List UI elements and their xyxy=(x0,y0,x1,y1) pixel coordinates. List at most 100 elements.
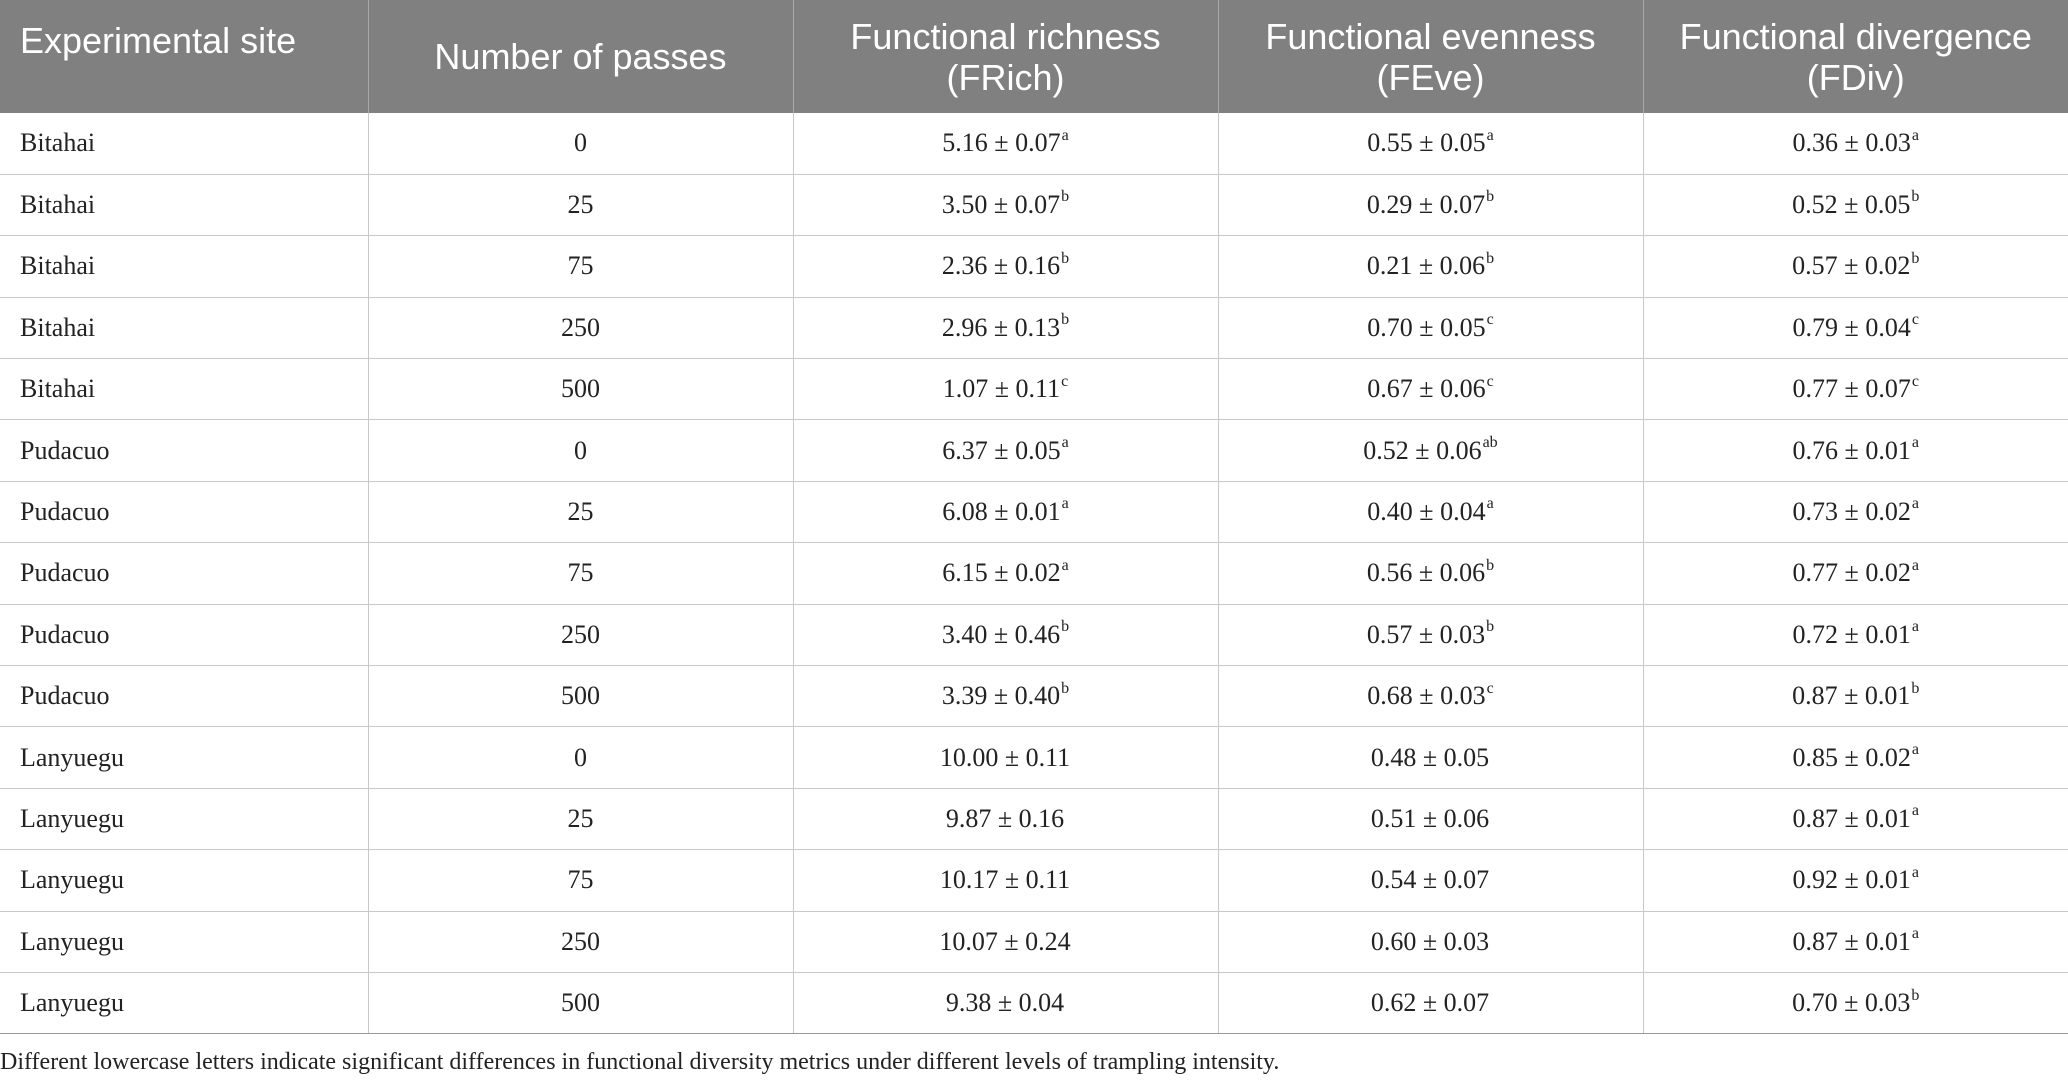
header-row: Experimental site Number of passes Funct… xyxy=(0,0,2068,113)
cell-fdiv: 0.36 ± 0.03a xyxy=(1642,113,2068,175)
significance-letter: a xyxy=(1911,863,1919,881)
cell-frich-value: 3.40 ± 0.46 xyxy=(941,619,1061,649)
cell-frich-value: 5.16 ± 0.07 xyxy=(942,128,1061,158)
cell-frich-value: 9.87 ± 0.16 xyxy=(945,803,1065,833)
cell-feve: 0.62 ± 0.07 xyxy=(1217,972,1643,1035)
header-label: Experimental site xyxy=(20,20,297,61)
cell-frich: 3.39 ± 0.40b xyxy=(792,665,1218,728)
cell-feve-value: 0.54 ± 0.07 xyxy=(1370,865,1490,895)
cell-site-value: Pudacuo xyxy=(20,558,110,588)
cell-site-value: Pudacuo xyxy=(20,681,110,711)
cell-fdiv-value: 0.79 ± 0.04 xyxy=(1792,312,1911,342)
cell-site: Lanyuegu xyxy=(0,911,368,973)
cell-site: Bitahai xyxy=(0,358,368,421)
cell-site-value: Lanyuegu xyxy=(20,988,124,1018)
cell-site: Pudacuo xyxy=(0,542,368,605)
cell-frich: 10.07 ± 0.24 xyxy=(792,911,1218,973)
significance-letter: a xyxy=(1486,495,1494,513)
table-row: Bitahai 0 5.16 ± 0.07a 0.55 ± 0.05a 0.36 ± 0… xyxy=(0,113,2068,175)
table-row: Lanyuegu 75 10.17 ± 0.11 0.54 ± 0.07 0.92 ± … xyxy=(0,849,2068,912)
cell-passes: 0 xyxy=(367,419,793,482)
cell-site: Lanyuegu xyxy=(0,788,368,851)
significance-letter: a xyxy=(1911,433,1919,451)
cell-site: Lanyuegu xyxy=(0,849,368,912)
significance-letter: b xyxy=(1061,311,1070,329)
cell-passes: 75 xyxy=(367,849,793,912)
table-row: Pudacuo 75 6.15 ± 0.02a 0.56 ± 0.06b 0.77 ± … xyxy=(0,542,2068,605)
cell-feve: 0.70 ± 0.05c xyxy=(1217,297,1643,360)
cell-frich: 3.50 ± 0.07b xyxy=(792,174,1218,237)
cell-passes-value: 0 xyxy=(574,128,587,158)
table-header: Experimental site Number of passes Funct… xyxy=(0,0,2068,113)
cell-fdiv: 0.57 ± 0.02b xyxy=(1642,235,2068,298)
table-row: Lanyuegu 250 10.07 ± 0.24 0.60 ± 0.03 0.87 ±… xyxy=(0,911,2068,973)
cell-site-value: Lanyuegu xyxy=(20,803,124,833)
cell-passes-value: 500 xyxy=(561,681,600,711)
cell-fdiv-value: 0.76 ± 0.01 xyxy=(1792,435,1911,465)
table-row: Lanyuegu 0 10.00 ± 0.11 0.48 ± 0.05 0.85 ± 0… xyxy=(0,726,2068,789)
cell-site: Pudacuo xyxy=(0,419,368,482)
cell-site-value: Pudacuo xyxy=(20,435,110,465)
cell-feve: 0.56 ± 0.06b xyxy=(1217,542,1643,605)
cell-fdiv-value: 0.87 ± 0.01 xyxy=(1792,926,1911,956)
cell-site: Bitahai xyxy=(0,297,368,360)
cell-feve-value: 0.51 ± 0.06 xyxy=(1370,803,1490,833)
significance-letter: b xyxy=(1911,986,1920,1004)
cell-fdiv-value: 0.57 ± 0.02 xyxy=(1792,251,1911,281)
cell-site-value: Bitahai xyxy=(20,312,96,342)
cell-passes-value: 250 xyxy=(561,926,600,956)
table-row: Bitahai 75 2.36 ± 0.16b 0.21 ± 0.06b 0.57 ± … xyxy=(0,235,2068,298)
cell-site: Bitahai xyxy=(0,113,368,175)
significance-letter: a xyxy=(1911,925,1919,943)
header-abbrev: (FEve) xyxy=(1376,56,1485,98)
cell-feve: 0.54 ± 0.07 xyxy=(1217,849,1643,912)
table-row: Bitahai 250 2.96 ± 0.13b 0.70 ± 0.05c 0.79 ±… xyxy=(0,297,2068,360)
cell-site-value: Bitahai xyxy=(20,190,96,220)
cell-passes: 500 xyxy=(367,665,793,728)
cell-frich-value: 9.38 ± 0.04 xyxy=(945,988,1065,1018)
table-row: Pudacuo 25 6.08 ± 0.01a 0.40 ± 0.04a 0.73 ± … xyxy=(0,481,2068,544)
cell-frich: 3.40 ± 0.46b xyxy=(792,604,1218,667)
significance-letter: b xyxy=(1911,188,1920,206)
cell-passes: 75 xyxy=(367,542,793,605)
cell-fdiv: 0.70 ± 0.03b xyxy=(1642,972,2068,1035)
cell-passes: 0 xyxy=(367,726,793,789)
cell-fdiv-value: 0.87 ± 0.01 xyxy=(1792,681,1911,711)
cell-frich: 6.08 ± 0.01a xyxy=(792,481,1218,544)
cell-passes: 250 xyxy=(367,297,793,360)
cell-fdiv-value: 0.92 ± 0.01 xyxy=(1792,865,1911,895)
cell-passes-value: 500 xyxy=(561,988,600,1018)
cell-frich-value: 3.50 ± 0.07 xyxy=(941,190,1061,220)
cell-site-value: Lanyuegu xyxy=(20,742,124,772)
cell-feve-value: 0.67 ± 0.06 xyxy=(1367,374,1486,404)
cell-passes-value: 250 xyxy=(561,312,600,342)
significance-letter: a xyxy=(1061,495,1069,513)
significance-letter: a xyxy=(1911,495,1919,513)
cell-passes-value: 500 xyxy=(561,374,600,404)
cell-fdiv: 0.76 ± 0.01a xyxy=(1642,419,2068,482)
table-row: Pudacuo 0 6.37 ± 0.05a 0.52 ± 0.06ab 0.76 ± … xyxy=(0,419,2068,482)
cell-fdiv-value: 0.77 ± 0.02 xyxy=(1792,558,1911,588)
cell-passes-value: 0 xyxy=(574,435,587,465)
cell-feve-value: 0.70 ± 0.05 xyxy=(1367,312,1486,342)
cell-site: Lanyuegu xyxy=(0,972,368,1035)
cell-feve: 0.48 ± 0.05 xyxy=(1217,726,1643,789)
cell-fdiv-value: 0.72 ± 0.01 xyxy=(1792,619,1911,649)
cell-passes: 250 xyxy=(367,604,793,667)
cell-fdiv: 0.85 ± 0.02a xyxy=(1642,726,2068,789)
cell-frich-value: 10.17 ± 0.11 xyxy=(939,865,1071,895)
cell-passes: 25 xyxy=(367,788,793,851)
table-body: Bitahai 0 5.16 ± 0.07a 0.55 ± 0.05a 0.36 ± 0… xyxy=(0,113,2068,1035)
cell-feve: 0.57 ± 0.03b xyxy=(1217,604,1643,667)
header-abbrev: (FDiv) xyxy=(1806,56,1905,98)
significance-letter: a xyxy=(1911,740,1919,758)
significance-letter: c xyxy=(1486,679,1494,697)
header-label: Functional evenness xyxy=(1265,15,1596,57)
cell-fdiv: 0.92 ± 0.01a xyxy=(1642,849,2068,912)
cell-fdiv: 0.77 ± 0.02a xyxy=(1642,542,2068,605)
significance-letter: b xyxy=(1911,679,1920,697)
table-footnote: Different lowercase letters indicate sig… xyxy=(0,1049,1280,1075)
cell-site-value: Lanyuegu xyxy=(20,926,124,956)
significance-letter: c xyxy=(1486,311,1494,329)
significance-letter: b xyxy=(1486,249,1495,267)
